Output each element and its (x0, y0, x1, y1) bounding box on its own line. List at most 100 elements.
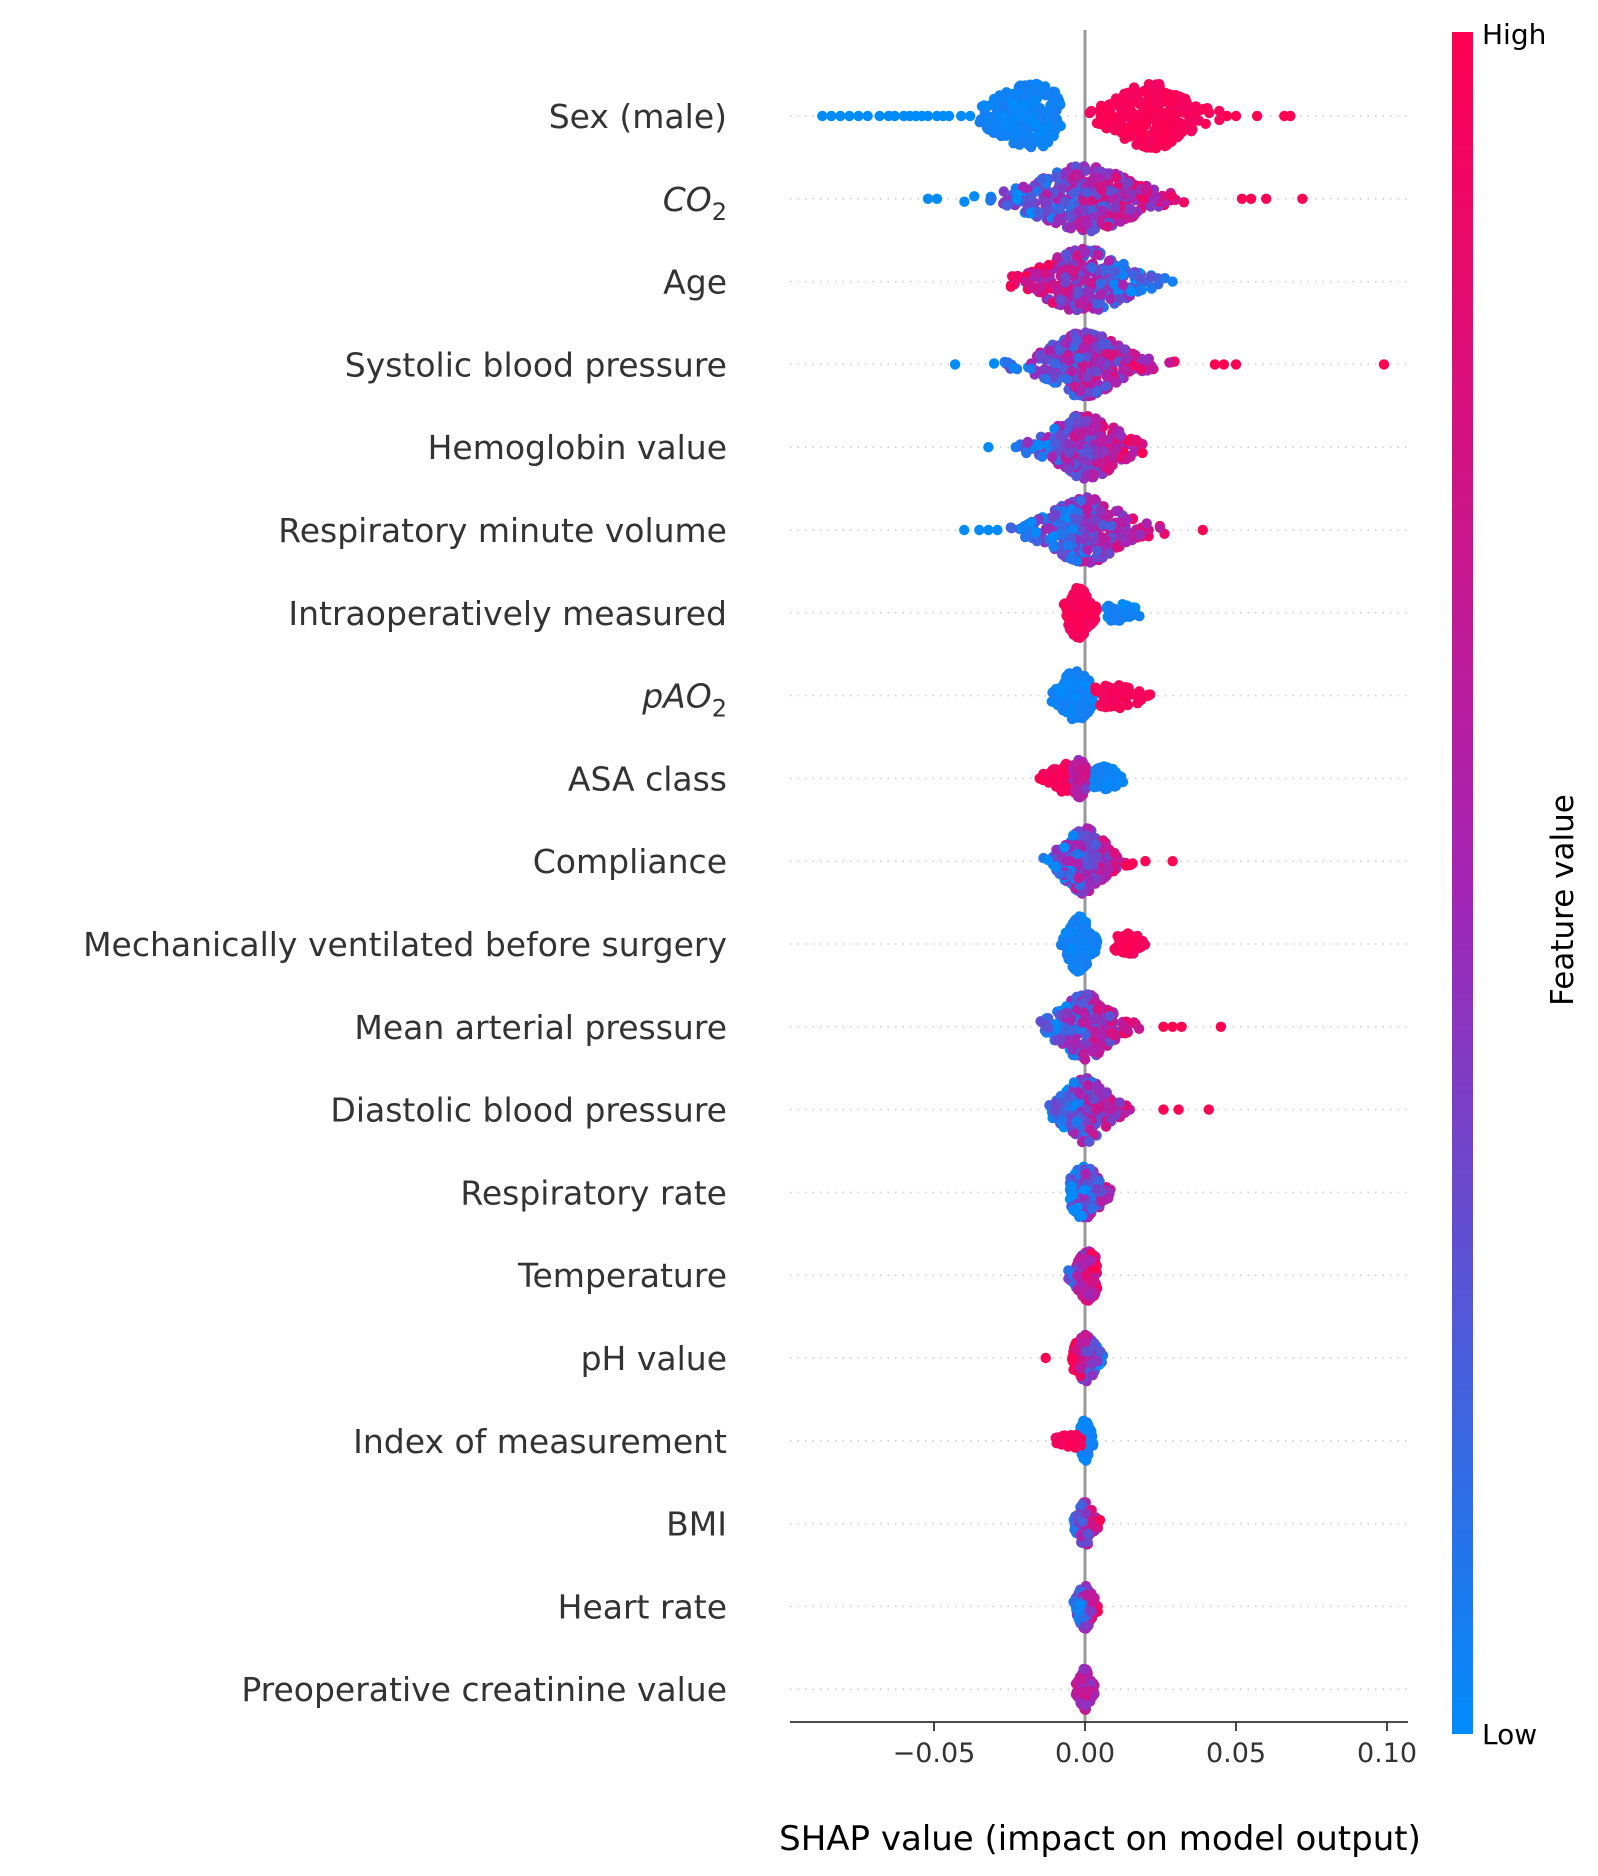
shap-point (1160, 87, 1171, 99)
shap-point (1081, 681, 1092, 692)
shap-point (1071, 335, 1083, 346)
shap-point (1101, 370, 1112, 382)
shap-point (1082, 989, 1093, 1000)
shap-point (1047, 531, 1059, 542)
shap-point (1154, 79, 1165, 90)
shap-point (1089, 1013, 1101, 1024)
shap-point (835, 110, 846, 122)
shap-point (1082, 371, 1093, 383)
shap-point (1145, 201, 1156, 212)
shap-point (1050, 861, 1062, 872)
shap-point (1123, 177, 1134, 189)
x-axis: −0.05 0.00 0.05 0.10 (790, 1721, 1417, 1769)
shap-point (981, 122, 993, 134)
shap-point (1095, 104, 1106, 115)
shap-point (1010, 127, 1021, 138)
shap-point (1082, 834, 1093, 845)
shap-point (1096, 184, 1107, 195)
shap-point (1118, 363, 1129, 375)
shap-point (1133, 1023, 1145, 1034)
shap-point (1029, 282, 1041, 293)
shap-point (1092, 545, 1103, 557)
shap-point (1036, 173, 1048, 185)
shap-point (1151, 142, 1162, 153)
shap-point (1068, 830, 1079, 841)
shap-point (1158, 110, 1169, 122)
shap-point (1011, 194, 1022, 205)
shap-point (1096, 205, 1108, 216)
shap-point (1086, 262, 1098, 273)
shap-point (1261, 193, 1272, 204)
shap-point (1218, 359, 1230, 370)
shap-point (1245, 193, 1257, 204)
shap-point (1068, 1204, 1079, 1216)
shap-point (1086, 523, 1097, 534)
shap-point (1251, 110, 1263, 122)
shap-point (1001, 200, 1013, 211)
shap-point (1103, 766, 1114, 777)
shap-point (1062, 540, 1073, 551)
shap-point (1078, 534, 1090, 545)
x-axis-label: SHAP value (impact on model output) (779, 1819, 1421, 1859)
feature-label: Index of measurement (353, 1422, 727, 1461)
shap-point (1086, 1203, 1098, 1214)
shap-point (1034, 773, 1045, 784)
shap-point (1111, 172, 1122, 183)
shap-point (974, 524, 985, 536)
shap-point (1133, 693, 1144, 704)
feature-label: ASA class (568, 759, 727, 798)
shap-point (1068, 629, 1079, 640)
shap-point (1029, 119, 1041, 130)
shap-point (1091, 1183, 1102, 1195)
shap-point (1068, 1077, 1080, 1088)
shap-point (1064, 417, 1075, 428)
shap-point (949, 359, 961, 370)
shap-point (1297, 193, 1308, 204)
shap-point (1009, 362, 1020, 373)
shap-point (1064, 438, 1075, 450)
feature-label: Mechanically ventilated before surgery (83, 925, 727, 964)
shap-point (1182, 109, 1194, 120)
shap-point (1173, 1104, 1184, 1115)
shap-point (1066, 955, 1078, 966)
shap-point (1070, 692, 1081, 703)
shap-point (1100, 264, 1111, 275)
shap-point (983, 524, 994, 536)
shap-point (1043, 259, 1054, 271)
shap-point (844, 110, 855, 122)
shap-point (1081, 924, 1092, 935)
shap-point (1076, 952, 1088, 963)
shap-point (983, 442, 994, 453)
shap-point (1146, 283, 1157, 294)
shap-point (1098, 446, 1110, 457)
shap-point (998, 101, 1009, 112)
shap-point (817, 110, 828, 122)
shap-point (1089, 211, 1100, 223)
shap-point (1043, 345, 1055, 356)
shap-point (998, 186, 1009, 197)
shap-point (1039, 195, 1051, 207)
shap-point (1039, 81, 1051, 92)
feature-label: Sex (male) (549, 97, 727, 136)
shap-point (1059, 196, 1071, 207)
shap-point (1092, 1004, 1103, 1015)
shap-point (1083, 617, 1094, 629)
shap-point (1050, 92, 1061, 103)
shap-point (1082, 218, 1093, 229)
shap-point (1095, 355, 1107, 367)
shap-point (1083, 334, 1094, 345)
shap-point (1096, 1196, 1107, 1207)
shap-point (1013, 137, 1024, 148)
shap-point (1057, 529, 1068, 540)
shap-point (1106, 610, 1118, 622)
shap-point (1230, 110, 1242, 122)
shap-point (1065, 223, 1077, 234)
shap-point (1137, 447, 1148, 459)
shap-point (1047, 297, 1058, 308)
shap-point (1125, 942, 1136, 953)
shap-point (1065, 943, 1077, 955)
shap-point (1063, 603, 1075, 614)
shap-point (1074, 298, 1085, 309)
shap-point (1073, 352, 1084, 363)
